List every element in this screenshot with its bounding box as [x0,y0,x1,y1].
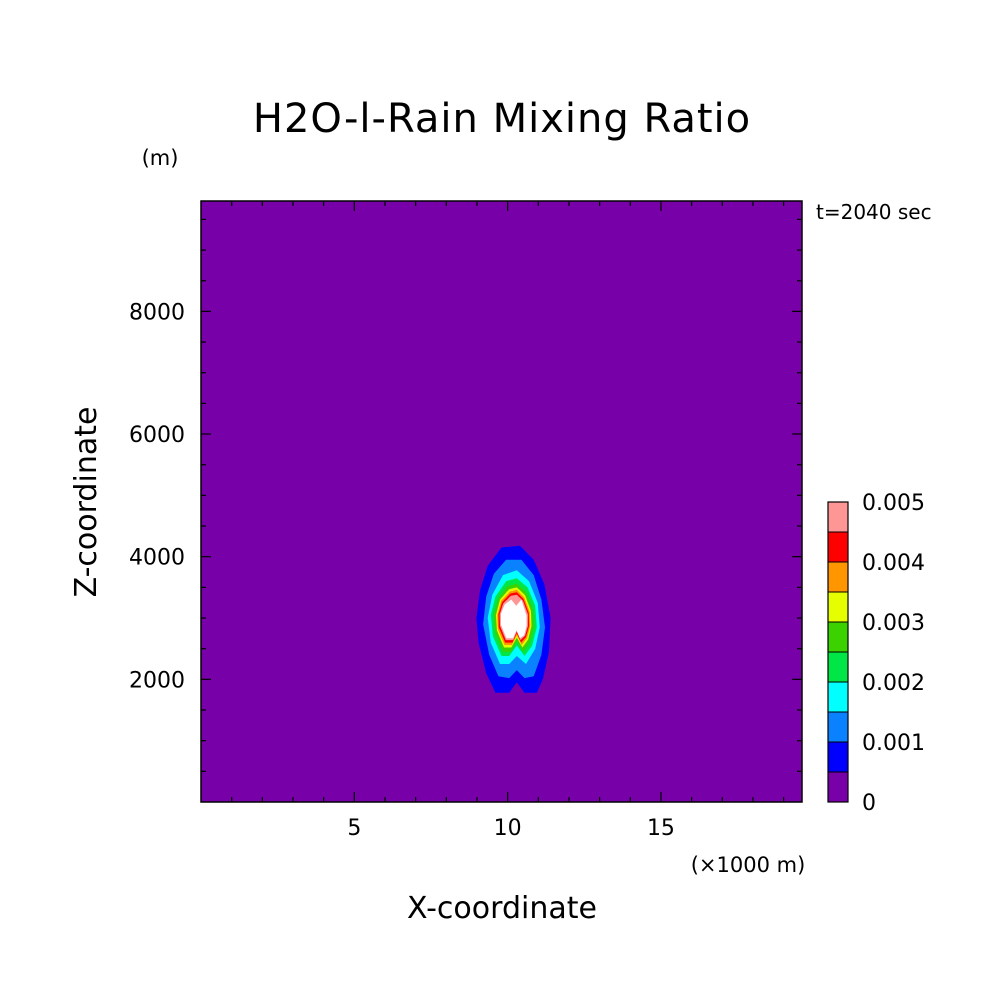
colorbar-label: 0.001 [862,731,925,756]
colorbar-label: 0.002 [862,671,925,696]
colorbar-label: 0.003 [862,611,925,636]
colorbar-swatch [828,532,848,562]
x-tick-label: 15 [647,816,675,841]
y-tick-label: 4000 [129,546,185,571]
colorbar-swatch [828,562,848,592]
colorbar-swatch [828,772,848,802]
x-tick-label: 10 [494,816,522,841]
contour-fills [476,545,551,693]
colorbar-swatch [828,742,848,772]
x-axis-label: X-coordinate [407,891,597,926]
colorbar-labels: 0 0.001 0.002 0.003 0.004 0.005 [862,491,925,816]
colorbar-swatch [828,622,848,652]
time-label: t=2040 sec [816,200,932,224]
y-tick-label: 2000 [129,668,185,693]
colorbar-swatch [828,712,848,742]
colorbar-swatch [828,502,848,532]
plot-area [200,200,803,803]
contour-level-9 [500,599,527,639]
colorbar-label: 0 [862,791,876,816]
colorbar-swatch [828,592,848,622]
colorbar-swatch [828,652,848,682]
x-tick-label: 5 [347,816,361,841]
chart-title: H2O-l-Rain Mixing Ratio [253,96,751,142]
y-tick-label: 8000 [129,300,185,325]
plot-background [201,201,802,802]
axis-ticks [201,201,802,802]
colorbar-label: 0.005 [862,491,925,516]
colorbar-swatch [828,682,848,712]
y-tick-labels: 2000 4000 6000 8000 [129,300,185,693]
plot-frame [200,200,803,803]
y-axis-label: Z-coordinate [69,407,104,598]
y-unit-label: (m) [142,146,179,170]
x-tick-labels: 5 10 15 [347,816,675,841]
y-tick-label: 6000 [129,423,185,448]
colorbar [827,501,849,803]
colorbar-label: 0.004 [862,551,925,576]
x-unit-label: (×1000 m) [691,853,806,877]
